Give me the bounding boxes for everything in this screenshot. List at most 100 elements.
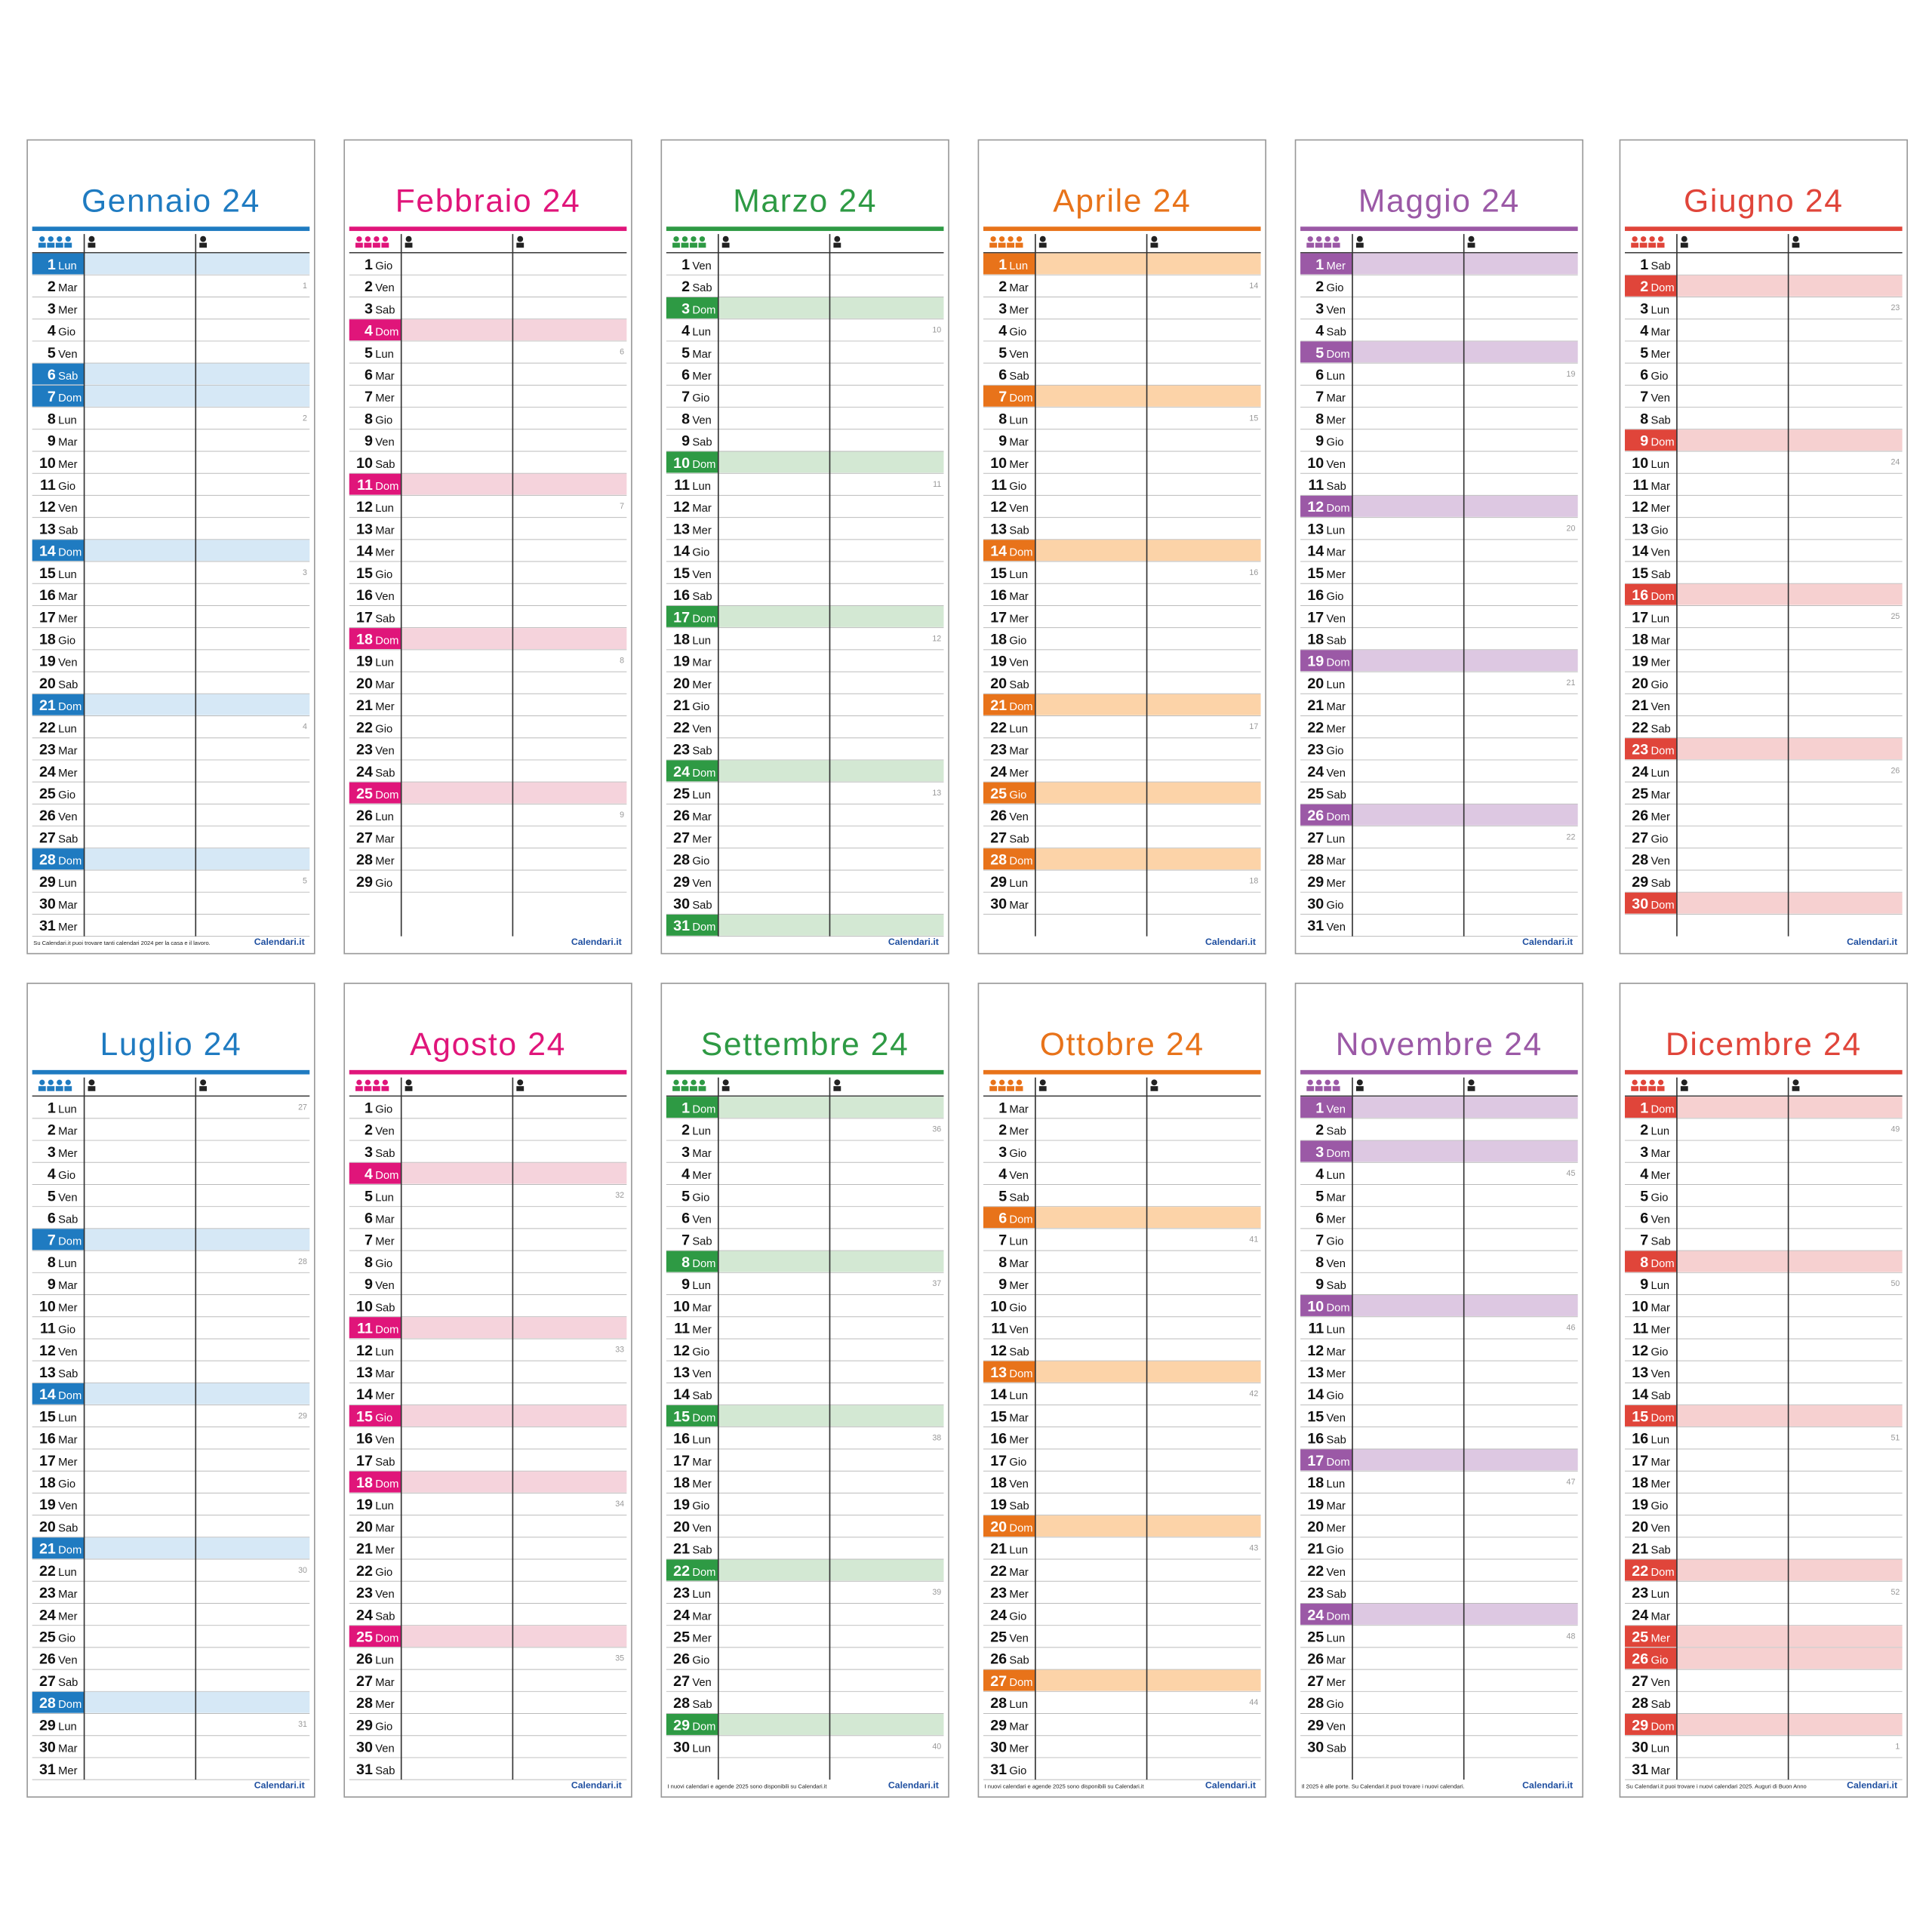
- day-number: 14: [990, 1386, 1007, 1403]
- day-number: 4: [48, 323, 56, 340]
- weekday: Sab: [1327, 635, 1346, 647]
- weekday: Mar: [1651, 327, 1669, 339]
- week-number: 15: [1249, 414, 1258, 423]
- weekday: Mar: [692, 1457, 711, 1469]
- weekday: Gio: [1651, 525, 1668, 537]
- holiday-row: [1676, 1714, 1903, 1735]
- weekday: Sab: [1651, 1545, 1670, 1557]
- weekday: Ven: [1651, 856, 1669, 868]
- holiday-label-box: [32, 540, 85, 561]
- weekday: Mar: [1327, 856, 1346, 868]
- weekday: Lun: [1327, 525, 1346, 537]
- weekday: Ven: [375, 746, 394, 758]
- weekday: Dom: [58, 1236, 82, 1248]
- weekday: Sab: [692, 1545, 712, 1557]
- holiday-label-box: [666, 1714, 718, 1735]
- weekday: Mer: [1009, 1589, 1028, 1601]
- weekday: Mar: [1009, 591, 1028, 603]
- holiday-label-box: [1625, 583, 1677, 605]
- weekday: Mar: [375, 679, 394, 691]
- weekday: Mer: [1327, 1677, 1346, 1689]
- month-title: Ottobre 24: [1040, 1026, 1204, 1063]
- day-number: 10: [673, 455, 690, 472]
- holiday-label-box: [983, 1515, 1035, 1537]
- weekday: Gio: [1009, 1302, 1026, 1314]
- weekday: Sab: [375, 613, 395, 625]
- weekday: Gio: [1009, 327, 1026, 339]
- day-number: 8: [998, 1254, 1007, 1271]
- day-number: 1: [998, 257, 1007, 273]
- holiday-row: [718, 1559, 944, 1581]
- weekday: Sab: [375, 1148, 395, 1160]
- family-icon: [1332, 242, 1340, 248]
- weekday: Mer: [1651, 349, 1669, 361]
- day-number: 13: [1307, 1364, 1324, 1381]
- weekday: Mar: [1009, 1103, 1028, 1115]
- week-number: 19: [1567, 370, 1576, 379]
- weekday: Ven: [1009, 657, 1028, 669]
- family-icon: [38, 1086, 46, 1091]
- weekday: Gio: [58, 327, 75, 339]
- weekday: Mar: [1651, 1457, 1669, 1469]
- weekday: Mer: [58, 1302, 77, 1314]
- family-icon: [1639, 242, 1647, 248]
- weekday: Gio: [1327, 1236, 1344, 1248]
- holiday-label-box: [1625, 1559, 1677, 1581]
- weekday: Dom: [375, 1633, 398, 1645]
- day-number: 8: [681, 1254, 690, 1271]
- weekday: Mar: [58, 900, 77, 912]
- holiday-label-box: [983, 253, 1035, 275]
- weekday: Sab: [1651, 260, 1670, 272]
- day-number: 11: [357, 1321, 373, 1337]
- week-number: 7: [620, 502, 624, 511]
- day-number: 6: [1640, 367, 1648, 383]
- day-number: 1: [48, 257, 56, 273]
- day-number: 10: [1307, 1298, 1324, 1315]
- holiday-label-box: [1300, 253, 1352, 275]
- day-number: 14: [673, 1386, 690, 1403]
- person-icon: [722, 1079, 729, 1086]
- day-number: 6: [48, 367, 56, 383]
- weekday: Gio: [58, 1478, 75, 1491]
- day-number: 26: [990, 808, 1007, 824]
- day-number: 13: [39, 1364, 56, 1381]
- holiday-row: [1676, 1647, 1903, 1669]
- day-number: 18: [990, 1475, 1007, 1491]
- week-number: 10: [932, 325, 941, 334]
- day-number: 5: [48, 345, 56, 361]
- day-number: 19: [39, 1497, 56, 1513]
- family-icon: [672, 1086, 680, 1091]
- family-icon: [1324, 1086, 1332, 1091]
- weekday: Ven: [1651, 392, 1669, 405]
- panel-border: [343, 983, 632, 1798]
- day-number: 17: [1307, 609, 1324, 626]
- weekday: Dom: [692, 1258, 715, 1270]
- person-icon: [1150, 242, 1158, 248]
- day-number: 8: [681, 411, 690, 427]
- week-number: 14: [1249, 281, 1258, 291]
- day-number: 28: [1307, 1695, 1324, 1712]
- day-number: 10: [356, 455, 373, 472]
- weekday: Sab: [692, 591, 712, 603]
- holiday-row: [1352, 650, 1578, 672]
- person-icon: [833, 242, 841, 248]
- holiday-row: [1035, 1515, 1261, 1537]
- weekday: Sab: [58, 1214, 78, 1226]
- weekday: Ven: [1651, 1677, 1669, 1689]
- week-number: 26: [1890, 767, 1900, 776]
- day-number: 24: [39, 1607, 56, 1623]
- weekday: Mar: [1651, 1611, 1669, 1623]
- weekday: Lun: [58, 569, 77, 581]
- week-number: 34: [615, 1500, 624, 1509]
- weekday: Mer: [692, 1170, 711, 1182]
- day-number: 23: [39, 742, 56, 758]
- day-number: 9: [48, 1276, 56, 1293]
- day-number: 21: [1307, 1541, 1324, 1558]
- week-number: 35: [615, 1654, 624, 1663]
- weekday: Sab: [1327, 1435, 1346, 1447]
- day-number: 3: [1640, 1144, 1648, 1161]
- weekday: Lun: [1009, 878, 1028, 890]
- holiday-label-box: [1300, 1140, 1352, 1162]
